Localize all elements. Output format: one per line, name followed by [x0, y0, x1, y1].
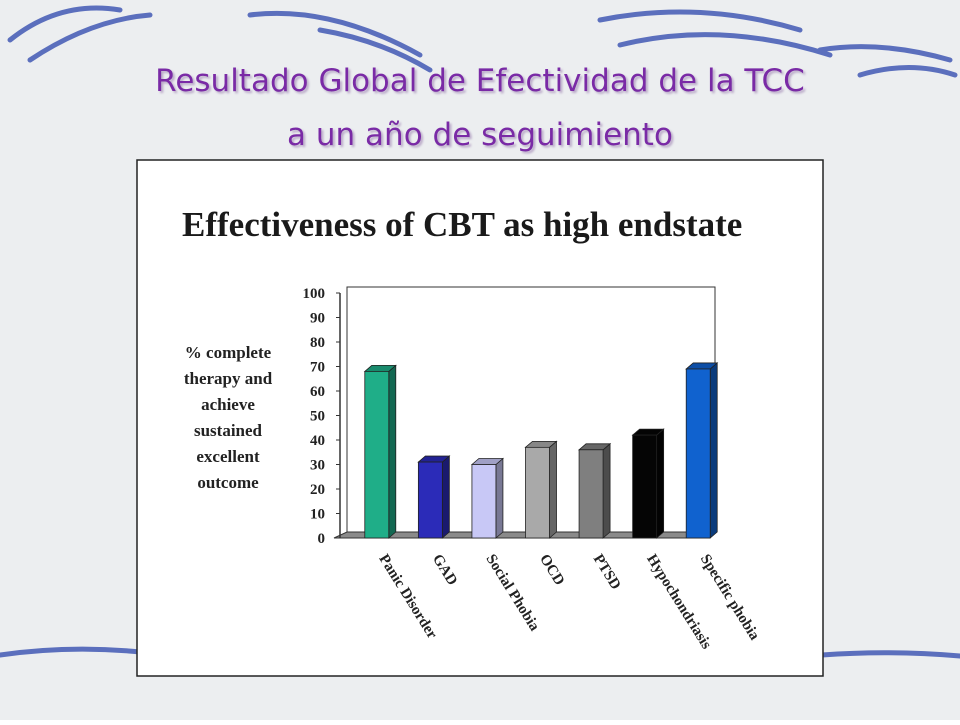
y-axis-label-line: therapy and — [184, 369, 273, 388]
y-tick-label: 60 — [310, 384, 325, 400]
bar-side — [656, 428, 665, 539]
bar — [578, 449, 604, 539]
y-axis-label-line: excellent — [196, 447, 260, 466]
slide-title-line: Resultado Global de Efectividad de la TC… — [155, 63, 805, 99]
y-tick-label: 10 — [310, 507, 325, 523]
chart-title: Effectiveness of CBT as high endstate — [182, 205, 742, 244]
bar — [685, 368, 711, 539]
slide-title-line: a un año de seguimiento — [287, 117, 673, 153]
bar — [364, 370, 390, 539]
y-tick-label: 0 — [318, 531, 326, 547]
y-tick-label: 80 — [310, 335, 325, 351]
y-tick-label: 50 — [310, 409, 325, 425]
bar — [417, 461, 443, 539]
bar-side — [441, 455, 450, 539]
bar-side — [602, 442, 611, 539]
bar — [471, 464, 497, 539]
y-axis-label-line: achieve — [201, 395, 255, 414]
bar — [632, 434, 658, 539]
bar-side — [709, 362, 718, 539]
bar — [525, 446, 550, 539]
bar-side — [495, 457, 504, 539]
y-tick-label: 70 — [310, 360, 325, 376]
y-tick-label: 30 — [310, 458, 325, 474]
y-tick-label: 40 — [310, 433, 325, 449]
y-tick-label: 90 — [310, 311, 325, 327]
y-tick-label: 100 — [303, 286, 326, 302]
y-axis-label-line: % complete — [185, 343, 272, 362]
bar-side — [549, 440, 557, 539]
bar-side — [388, 364, 397, 539]
chart: Effectiveness of CBT as high endstate 0 1… — [182, 205, 763, 652]
y-axis-label-line: outcome — [197, 473, 259, 492]
decor-swirls — [0, 5, 960, 659]
y-tick-label: 20 — [310, 482, 325, 498]
y-axis-label-line: sustained — [194, 421, 263, 440]
